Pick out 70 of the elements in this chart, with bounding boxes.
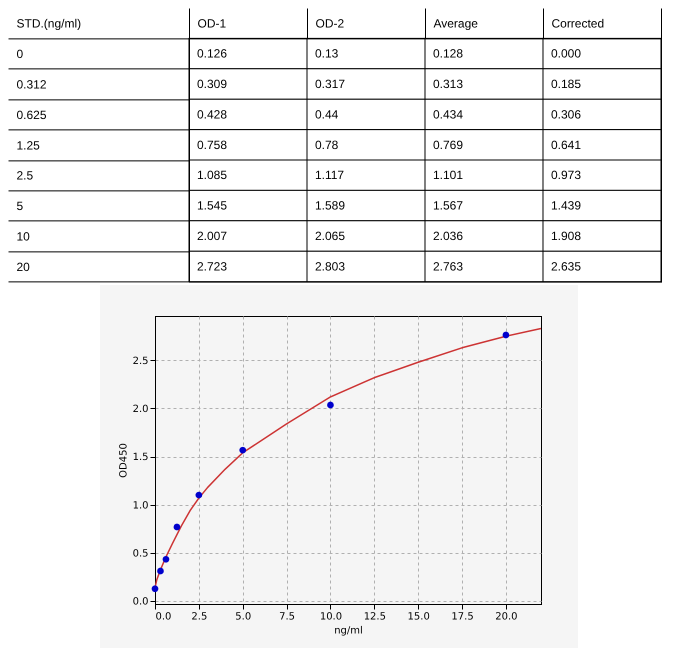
x-tick-label: Corrected <box>551 16 604 31</box>
y-tick-label: 1.5 <box>132 452 148 464</box>
x-tick-label: OD-1 <box>198 16 226 31</box>
data-label: 2.065 <box>315 228 346 243</box>
x-tick-label: 2.5 <box>191 612 208 622</box>
y-tick-label: 2.5 <box>16 168 34 183</box>
data-label: 0.309 <box>197 77 228 91</box>
x-axis-title: ng/ml <box>334 626 363 636</box>
y-tick-label: 1.25 <box>16 138 40 152</box>
y-tick-label: 10 <box>16 229 30 244</box>
point <box>239 446 246 454</box>
x-tick-label: 20.0 <box>495 612 518 622</box>
data-label: 0.769 <box>433 138 464 152</box>
data-label: 0.306 <box>550 107 582 122</box>
data-label: 1.101 <box>433 168 464 182</box>
point <box>502 332 510 338</box>
point <box>327 402 334 408</box>
point <box>162 556 170 563</box>
x-tick-label: 15.0 <box>408 612 430 622</box>
y-tick-label: 0.625 <box>16 108 47 122</box>
data-label: 2.723 <box>197 259 228 274</box>
y-axis-title: OD450 <box>118 443 130 478</box>
y-tick-label: 5 <box>16 199 24 214</box>
x-tick-label: 12.5 <box>364 612 386 622</box>
point <box>174 524 180 530</box>
data-label: 2.007 <box>197 228 228 243</box>
data-label: 1.439 <box>550 198 582 213</box>
x-tick-label: 5.0 <box>235 612 252 622</box>
data-label: 2.803 <box>315 259 346 274</box>
data-label: 1.117 <box>315 168 344 182</box>
data-label: 0.434 <box>433 107 464 122</box>
x-tick-label: 7.5 <box>279 612 296 622</box>
y-tick-label: 2.0 <box>132 404 148 415</box>
point <box>157 568 164 574</box>
data-label: 0.000 <box>550 46 582 61</box>
x-tick-label: 10.0 <box>320 612 342 622</box>
data-label: 1.567 <box>433 198 464 213</box>
data-label: 0.185 <box>550 77 582 91</box>
x-tick-label: Average <box>434 16 478 31</box>
data-label: 0.13 <box>315 46 339 61</box>
data-label: 0.128 <box>433 46 464 61</box>
x-tick-label: OD-2 <box>316 16 344 31</box>
data-label: 2.635 <box>550 259 582 274</box>
y-tick-label: 0.0 <box>132 596 148 608</box>
point <box>196 492 202 498</box>
y-tick-label: 0.5 <box>132 548 148 560</box>
data-label: 0.317 <box>315 77 346 91</box>
data-label: 0.973 <box>550 168 582 182</box>
x-tick-label: 17.5 <box>451 612 474 622</box>
data-label: 0.641 <box>550 138 582 152</box>
point <box>152 585 158 592</box>
y-tick-label: 20 <box>16 260 30 274</box>
y-tick-label: 1.0 <box>132 500 148 512</box>
y-tick-label: 0 <box>16 47 24 62</box>
data-label: 1.085 <box>197 168 228 182</box>
y-tick-label: 2.5 <box>132 356 148 367</box>
data-label: 1.589 <box>315 198 346 213</box>
data-label: 0.78 <box>315 138 339 152</box>
data-label: 1.545 <box>197 198 228 213</box>
data-label: 0.313 <box>433 77 464 91</box>
data-label: 0.758 <box>197 138 228 152</box>
data-label: 0.44 <box>315 107 339 122</box>
data-label: 1.908 <box>550 228 582 243</box>
y-tick-label: 0.312 <box>16 78 47 92</box>
data-label: 2.763 <box>433 259 464 274</box>
data-label: 2.036 <box>433 228 464 243</box>
y-axis-title: STD.(ng/ml) <box>16 16 82 31</box>
x-tick-label: 0.0 <box>156 612 172 622</box>
data-label: 0.126 <box>197 46 228 61</box>
data-label: 0.428 <box>197 107 228 122</box>
